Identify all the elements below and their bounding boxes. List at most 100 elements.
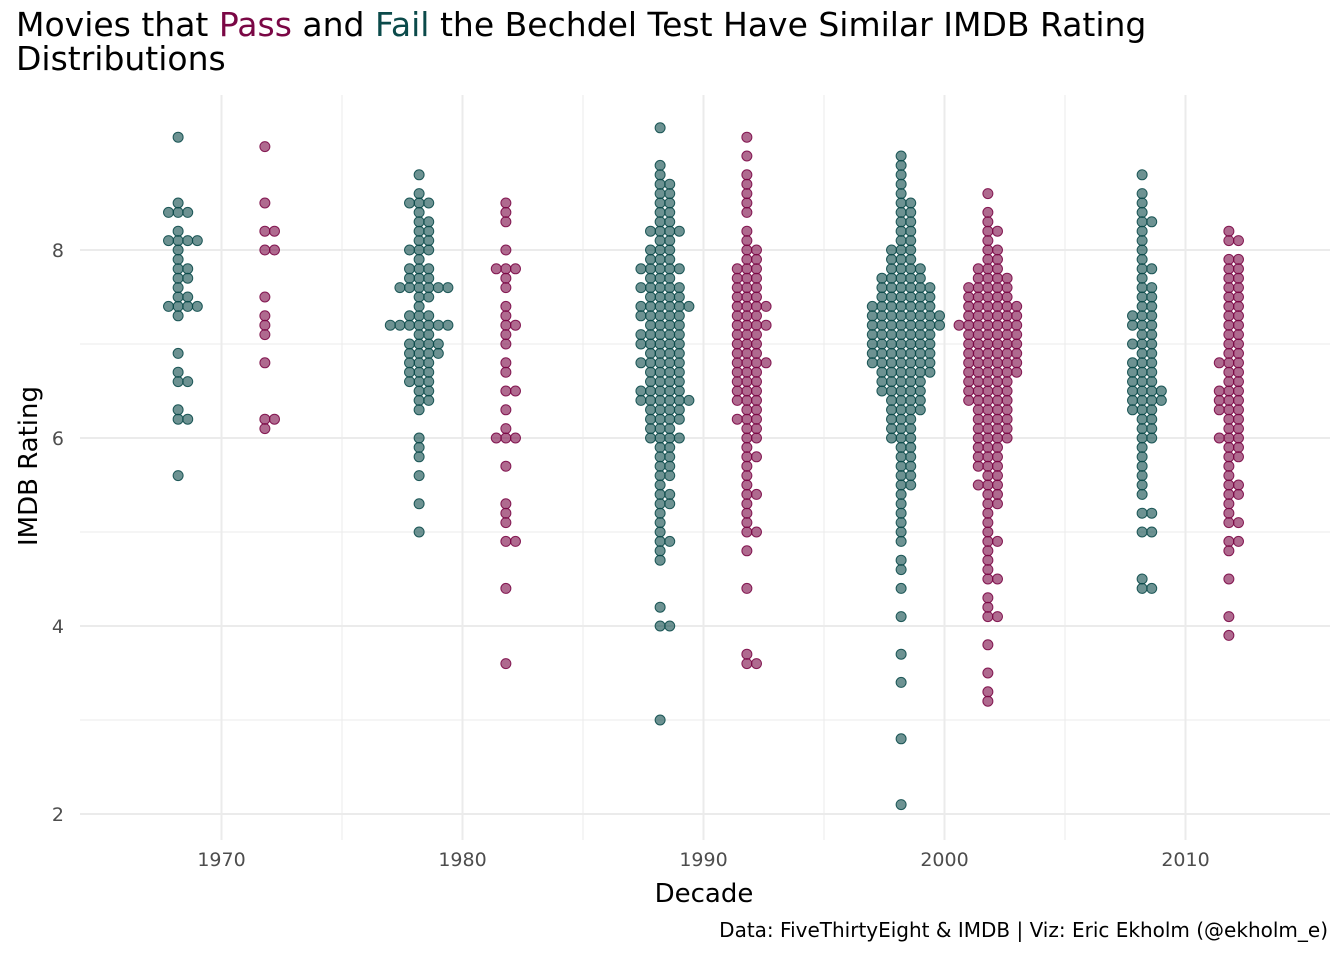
point-fail	[654, 451, 666, 463]
point-pass	[982, 282, 994, 294]
point-pass	[509, 535, 521, 547]
point-pass	[982, 488, 994, 500]
point-pass	[1223, 470, 1235, 482]
point-pass	[1223, 376, 1235, 388]
point-fail	[1146, 300, 1158, 312]
point-pass	[1223, 441, 1235, 453]
point-pass	[500, 216, 512, 228]
point-pass	[741, 404, 753, 416]
point-fail	[404, 338, 416, 350]
point-fail	[866, 357, 878, 369]
point-pass	[1232, 310, 1244, 322]
point-fail	[924, 300, 936, 312]
point-pass	[741, 366, 753, 378]
point-pass	[1001, 357, 1013, 369]
point-fail	[1146, 310, 1158, 322]
point-fail	[905, 432, 917, 444]
point-fail	[172, 235, 184, 247]
point-fail	[895, 799, 907, 811]
point-pass	[982, 460, 994, 472]
point-fail	[886, 263, 898, 275]
point-pass	[741, 385, 753, 397]
point-pass	[741, 150, 753, 162]
point-pass	[1001, 404, 1013, 416]
point-pass	[741, 441, 753, 453]
point-fail	[934, 319, 946, 331]
point-pass	[1232, 338, 1244, 350]
point-pass	[1223, 498, 1235, 510]
point-pass	[963, 385, 975, 397]
x-tick-label: 2000	[920, 849, 968, 871]
point-fail	[413, 404, 425, 416]
point-fail	[654, 300, 666, 312]
point-pass	[1223, 488, 1235, 500]
point-fail	[635, 300, 647, 312]
point-fail	[645, 291, 657, 303]
point-pass	[1232, 329, 1244, 341]
point-fail	[182, 291, 194, 303]
point-pass	[509, 432, 521, 444]
point-pass	[1223, 479, 1235, 491]
point-pass	[500, 385, 512, 397]
point-pass	[1001, 300, 1013, 312]
point-fail	[654, 310, 666, 322]
point-pass	[750, 319, 762, 331]
point-pass	[259, 244, 271, 256]
point-fail	[413, 197, 425, 209]
point-pass	[963, 310, 975, 322]
point-fail	[673, 413, 685, 425]
point-fail	[673, 347, 685, 359]
point-fail	[895, 366, 907, 378]
point-fail	[664, 620, 676, 632]
point-fail	[924, 366, 936, 378]
point-fail	[664, 357, 676, 369]
point-fail	[895, 216, 907, 228]
point-fail	[905, 441, 917, 453]
points-layer	[163, 122, 1244, 811]
point-fail	[654, 188, 666, 200]
point-fail	[876, 300, 888, 312]
point-pass	[991, 498, 1003, 510]
point-fail	[895, 188, 907, 200]
point-fail	[905, 404, 917, 416]
point-pass	[982, 564, 994, 576]
point-fail	[423, 272, 435, 284]
point-pass	[1223, 263, 1235, 275]
point-fail	[413, 441, 425, 453]
point-pass	[1223, 517, 1235, 529]
point-pass	[1223, 347, 1235, 359]
point-pass	[741, 225, 753, 237]
point-fail	[404, 357, 416, 369]
point-fail	[182, 413, 194, 425]
point-pass	[982, 319, 994, 331]
point-fail	[423, 347, 435, 359]
point-fail	[924, 319, 936, 331]
point-pass	[1223, 235, 1235, 247]
point-pass	[1232, 404, 1244, 416]
point-fail	[673, 310, 685, 322]
point-pass	[982, 573, 994, 585]
point-fail	[645, 329, 657, 341]
point-fail	[905, 460, 917, 472]
point-fail	[423, 282, 435, 294]
point-pass	[741, 291, 753, 303]
point-fail	[664, 225, 676, 237]
point-pass	[972, 310, 984, 322]
point-fail	[413, 188, 425, 200]
point-fail	[654, 526, 666, 538]
point-fail	[664, 413, 676, 425]
point-fail	[924, 282, 936, 294]
point-fail	[886, 347, 898, 359]
point-fail	[673, 225, 685, 237]
point-fail	[895, 376, 907, 388]
point-pass	[982, 479, 994, 491]
point-pass	[982, 376, 994, 388]
point-pass	[991, 244, 1003, 256]
point-fail	[886, 282, 898, 294]
point-fail	[654, 404, 666, 416]
point-fail	[1136, 470, 1148, 482]
point-pass	[982, 291, 994, 303]
point-fail	[1136, 216, 1148, 228]
point-pass	[982, 592, 994, 604]
